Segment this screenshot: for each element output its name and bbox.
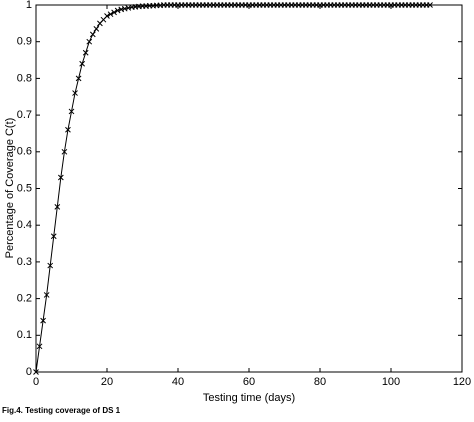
y-tick-label: 0.7 [17,109,32,121]
y-tick-label: 0.2 [17,293,32,305]
x-tick-label: 0 [33,376,39,388]
y-tick-label: 1 [26,0,32,11]
x-tick-label: 120 [453,376,471,388]
data-marker [57,174,64,181]
data-marker [114,7,121,14]
data-marker [36,343,43,350]
data-marker [75,75,82,82]
data-marker [111,9,117,16]
data-marker [40,317,46,324]
data-marker [54,203,61,210]
y-tick-label: 0.8 [17,72,32,84]
data-marker [107,11,114,18]
x-tick-label: 60 [243,376,255,388]
y-tick-label: 0.3 [17,256,32,268]
data-marker [427,2,433,8]
y-tick-label: 0.6 [17,146,32,158]
data-marker [72,90,78,96]
data-marker [104,13,110,19]
x-axis-label: Testing time (days) [203,392,295,404]
y-tick-label: 0.4 [17,219,32,231]
y-axis-label: Percentage of Coverage C(t) [4,118,16,259]
y-tick-label: 0.5 [17,182,32,194]
y-tick-label: 0 [26,366,32,378]
data-marker [93,26,100,32]
data-marker [61,148,68,155]
data-marker [79,60,86,67]
data-marker [68,108,75,115]
series-line [35,4,431,373]
data-marker [33,369,39,375]
data-marker [47,262,54,269]
data-marker [50,233,57,240]
caption: Fig.4. Testing coverage of DS 1 [2,406,121,415]
y-tick-label: 0.9 [17,36,32,48]
x-tick-label: 100 [382,376,400,388]
data-marker [86,38,93,45]
data-marker [89,31,96,38]
data-marker [65,126,71,133]
data-marker [82,49,89,56]
y-tick-label: 0.1 [17,329,32,341]
x-tick-label: 20 [101,376,113,388]
plot-frame [35,4,463,373]
x-tick-label: 40 [172,376,184,388]
data-marker [43,292,50,298]
x-tick-label: 80 [314,376,326,388]
